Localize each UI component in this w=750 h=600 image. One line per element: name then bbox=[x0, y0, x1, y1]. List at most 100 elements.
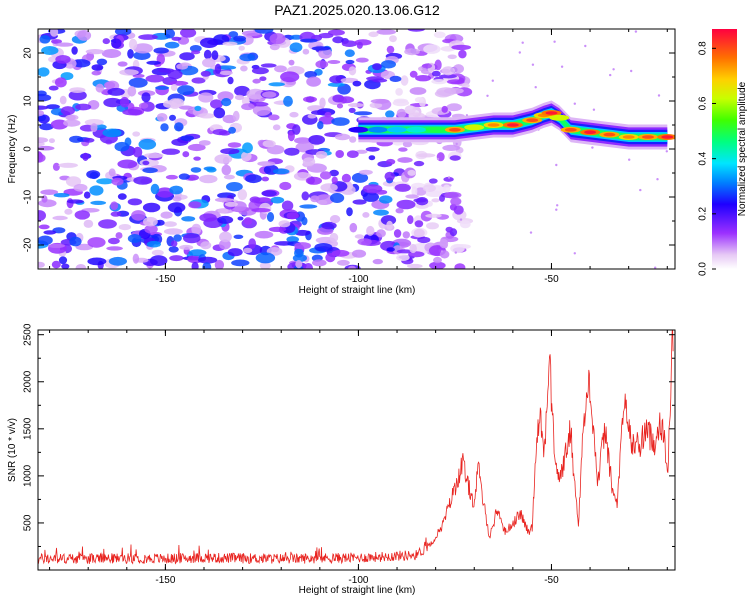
noise-blob bbox=[292, 124, 301, 135]
noise-blob bbox=[64, 208, 73, 215]
noise-blob bbox=[347, 103, 365, 108]
noise-blob bbox=[71, 59, 91, 68]
noise-blob bbox=[351, 249, 367, 258]
noise-blob bbox=[145, 74, 165, 83]
noise-blob bbox=[200, 37, 219, 48]
noise-blob bbox=[261, 190, 277, 197]
noise-blob bbox=[146, 60, 161, 65]
noise-blob bbox=[370, 98, 390, 104]
noise-blob bbox=[227, 248, 243, 257]
noise-blob bbox=[84, 119, 104, 126]
colorbar-tick-label: 0.8 bbox=[698, 41, 709, 55]
noise-blob bbox=[314, 243, 333, 252]
noise-blob bbox=[393, 229, 402, 238]
noise-dot bbox=[591, 146, 594, 149]
noise-blob bbox=[260, 63, 277, 68]
noise-blob bbox=[252, 104, 271, 116]
noise-blob bbox=[131, 210, 146, 221]
noise-blob bbox=[270, 196, 285, 204]
noise-blob bbox=[133, 43, 153, 54]
noise-blob bbox=[177, 85, 195, 96]
noise-blob bbox=[202, 58, 216, 68]
noise-blob bbox=[55, 42, 74, 47]
noise-blob bbox=[394, 183, 411, 192]
noise-blob bbox=[228, 31, 239, 38]
noise-blob bbox=[304, 71, 318, 79]
noise-blob bbox=[155, 219, 165, 226]
noise-blob bbox=[365, 146, 380, 152]
noise-blob bbox=[91, 64, 104, 71]
noise-blob bbox=[191, 261, 199, 269]
noise-blob bbox=[51, 39, 62, 44]
noise-blob bbox=[453, 64, 464, 74]
noise-blob bbox=[381, 60, 396, 69]
noise-blob bbox=[228, 126, 237, 134]
noise-blob bbox=[444, 191, 462, 199]
noise-blob bbox=[249, 196, 261, 203]
noise-blob bbox=[434, 59, 442, 71]
noise-blob bbox=[257, 161, 276, 167]
noise-blob bbox=[431, 70, 441, 77]
noise-blob bbox=[40, 189, 59, 195]
spectrogram-ylabel: Frequency (Hz) bbox=[7, 115, 18, 184]
noise-blob bbox=[261, 176, 269, 182]
noise-dot bbox=[455, 142, 458, 146]
noise-blob bbox=[272, 168, 290, 175]
noise-blob bbox=[352, 80, 362, 87]
noise-blob bbox=[345, 59, 355, 65]
noise-blob bbox=[190, 167, 202, 173]
noise-blob bbox=[294, 242, 311, 250]
noise-blob bbox=[355, 57, 369, 63]
noise-blob bbox=[241, 96, 250, 106]
noise-blob bbox=[59, 95, 67, 105]
noise-blob bbox=[132, 146, 143, 158]
ridge-peak bbox=[487, 123, 500, 127]
noise-blob bbox=[269, 43, 280, 51]
noise-blob bbox=[203, 49, 212, 60]
noise-blob bbox=[329, 215, 341, 224]
noise-blob bbox=[336, 103, 344, 109]
noise-blob bbox=[443, 176, 454, 182]
noise-blob bbox=[372, 258, 383, 265]
noise-dot bbox=[556, 204, 559, 207]
noise-blob bbox=[315, 150, 328, 159]
noise-blob bbox=[227, 76, 234, 85]
noise-blob bbox=[366, 225, 375, 236]
noise-blob bbox=[372, 63, 382, 71]
noise-blob bbox=[362, 192, 379, 202]
noise-blob bbox=[117, 193, 127, 200]
noise-blob bbox=[39, 35, 51, 44]
noise-blob bbox=[232, 110, 240, 122]
noise-blob bbox=[221, 164, 232, 176]
noise-blob bbox=[289, 34, 303, 40]
noise-dot bbox=[654, 266, 657, 269]
noise-blob bbox=[133, 51, 151, 60]
colorbar-tick-label: 0.2 bbox=[698, 206, 709, 220]
noise-blob bbox=[331, 176, 338, 184]
noise-blob bbox=[149, 255, 168, 266]
colorbar-ticks: 0.0 0.2 0.4 0.6 0.8 bbox=[698, 41, 716, 276]
noise-blob bbox=[75, 264, 87, 269]
noise-blob bbox=[160, 211, 173, 219]
noise-dot bbox=[459, 218, 463, 221]
noise-blob bbox=[288, 59, 295, 66]
noise-blob bbox=[155, 85, 170, 90]
noise-blob bbox=[83, 137, 95, 143]
y-tick-label: 0 bbox=[23, 146, 34, 152]
noise-blob bbox=[428, 178, 438, 184]
noise-blob bbox=[352, 199, 367, 205]
noise-blob bbox=[386, 220, 393, 230]
noise-blob bbox=[404, 48, 420, 56]
noise-dot bbox=[665, 150, 668, 153]
noise-blob bbox=[311, 110, 327, 115]
noise-blob bbox=[396, 108, 407, 118]
noise-blob bbox=[338, 96, 355, 104]
snr-axes: -150 -100 -50 500 1000 1500 2000 2500 bbox=[23, 323, 675, 586]
noise-dot bbox=[454, 251, 457, 254]
noise-blob bbox=[198, 113, 216, 119]
noise-blob bbox=[38, 105, 49, 110]
x-tick-label: -50 bbox=[544, 274, 559, 285]
noise-blob bbox=[325, 253, 336, 263]
noise-blob bbox=[397, 157, 413, 163]
noise-blob bbox=[237, 216, 244, 221]
